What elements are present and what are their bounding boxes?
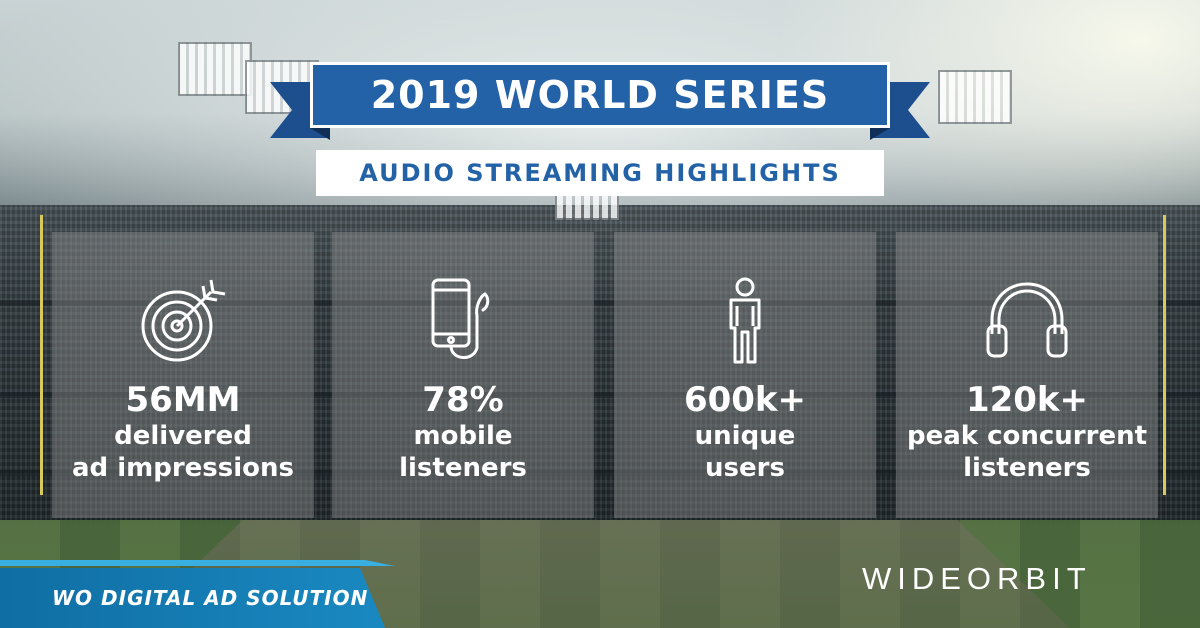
stat-label-line1: unique: [694, 421, 796, 451]
stat-panel: [52, 232, 314, 518]
banner-text: WO DIGITAL AD SOLUTION: [52, 586, 369, 610]
stadium-tier-divider: [0, 470, 1200, 476]
stat-label-line1: peak concurrent: [906, 421, 1148, 451]
page-subtitle: AUDIO STREAMING HIGHLIGHTS: [359, 159, 841, 187]
footer-banner: WO DIGITAL AD SOLUTION: [0, 568, 385, 628]
stat-value: 56MM: [125, 380, 241, 420]
banner-accent-stripe: [0, 560, 395, 566]
title-ribbon: 2019 WORLD SERIES: [310, 62, 890, 128]
stat-ad-impressions: 56MM delivered ad impressions: [52, 276, 314, 484]
stat-label-line2: listeners: [399, 453, 527, 483]
stat-panel: [896, 232, 1158, 518]
stat-unique-users: 600k+ unique users: [614, 276, 876, 484]
stadium-light: [938, 70, 1012, 124]
stadium-tier-divider: [0, 392, 1200, 398]
stat-label-line2: users: [705, 453, 785, 483]
stat-value: 78%: [422, 380, 504, 420]
stat-label-line1: delivered: [114, 421, 252, 451]
subtitle-bar: AUDIO STREAMING HIGHLIGHTS: [316, 150, 884, 196]
stat-label-line2: ad impressions: [72, 453, 294, 483]
target-icon: [141, 279, 226, 362]
smartphone-earphones-icon: [431, 278, 490, 359]
headphones-icon: [986, 282, 1068, 358]
stat-label-line1: mobile: [413, 421, 513, 451]
wideorbit-logo: WIDEORBIT: [862, 561, 1092, 596]
stat-label-line2: listeners: [963, 453, 1091, 483]
stadium-tier-divider: [0, 300, 1200, 306]
page-title: 2019 WORLD SERIES: [370, 73, 830, 117]
stat-mobile-listeners: 78% mobile listeners: [332, 276, 594, 484]
stadium-light: [178, 42, 252, 96]
stat-peak-listeners: 120k+ peak concurrent listeners: [896, 276, 1158, 484]
foul-pole: [40, 215, 43, 495]
stat-value: 120k+: [965, 380, 1089, 420]
stat-value: 600k+: [683, 380, 807, 420]
person-icon: [729, 277, 761, 364]
foul-pole: [1163, 215, 1166, 495]
